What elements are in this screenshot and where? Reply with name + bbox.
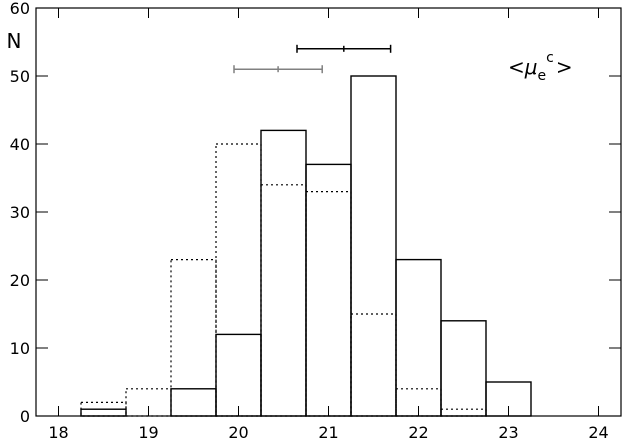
error-bar (296, 44, 392, 53)
histogram-bar (440, 408, 487, 417)
y-tick-label: 0 (20, 407, 30, 426)
histogram-bar (395, 258, 442, 417)
error-bar (233, 65, 323, 74)
histogram-bar (80, 408, 127, 417)
histogram-bar (125, 388, 172, 417)
histogram-bar (395, 388, 442, 417)
x-tick-label: 20 (228, 423, 248, 441)
x-tick-label: 21 (318, 423, 338, 441)
y-tick-label: 40 (10, 135, 30, 154)
x-tick-label: 23 (498, 423, 518, 441)
histogram-bar (485, 381, 532, 417)
histogram-bar (215, 333, 262, 417)
histogram-bar (350, 75, 397, 417)
y-tick-label: 50 (10, 67, 30, 86)
annotation-sup: c (546, 50, 554, 66)
annotation: <μec > (508, 50, 573, 84)
x-tick-label: 24 (588, 423, 608, 441)
histogram-bar (80, 401, 127, 417)
y-tick-label: 20 (10, 271, 30, 290)
y-tick-label: 60 (10, 0, 30, 18)
annotation-close: > (556, 55, 573, 79)
y-axis-label: N (7, 29, 22, 53)
x-tick-label: 22 (408, 423, 428, 441)
histogram-bar (305, 191, 352, 417)
y-tick-label: 30 (10, 203, 30, 222)
histogram-bar (170, 388, 217, 417)
y-tick-label: 10 (10, 339, 30, 358)
histogram-bar (260, 129, 307, 417)
annotation-sub: e (538, 68, 547, 84)
histogram-bar (305, 163, 352, 417)
histogram-bar (350, 313, 397, 417)
histogram-bar (215, 143, 262, 417)
x-tick-label: 18 (48, 423, 68, 441)
x-tick-label: 19 (138, 423, 158, 441)
annotation-open: < (508, 55, 525, 79)
annotation-base: μ (524, 55, 538, 79)
histogram-bar (260, 184, 307, 417)
histogram-bar (170, 259, 217, 417)
histogram-bar (440, 320, 487, 417)
